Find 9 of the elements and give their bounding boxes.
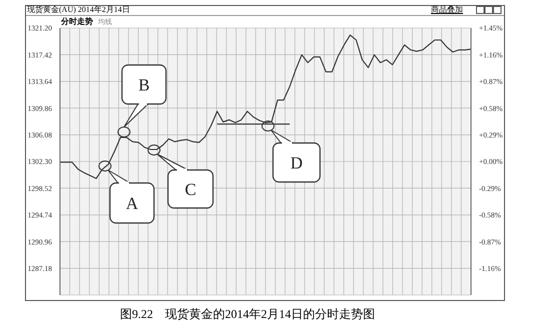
text: 商品叠加 (431, 5, 463, 15)
text: 分时走势 (61, 17, 93, 27)
caption: 图9.22 现货黄金的2014年2月14日的分时走势图 (120, 306, 375, 322)
annotation: D (290, 154, 303, 172)
chart-title: 现货黄金(AU) 2014年2月14日 (27, 5, 130, 15)
annotation: B (138, 76, 150, 94)
annotation: A (126, 194, 139, 213)
line-series (59, 34, 472, 179)
annotation: C (184, 180, 196, 199)
